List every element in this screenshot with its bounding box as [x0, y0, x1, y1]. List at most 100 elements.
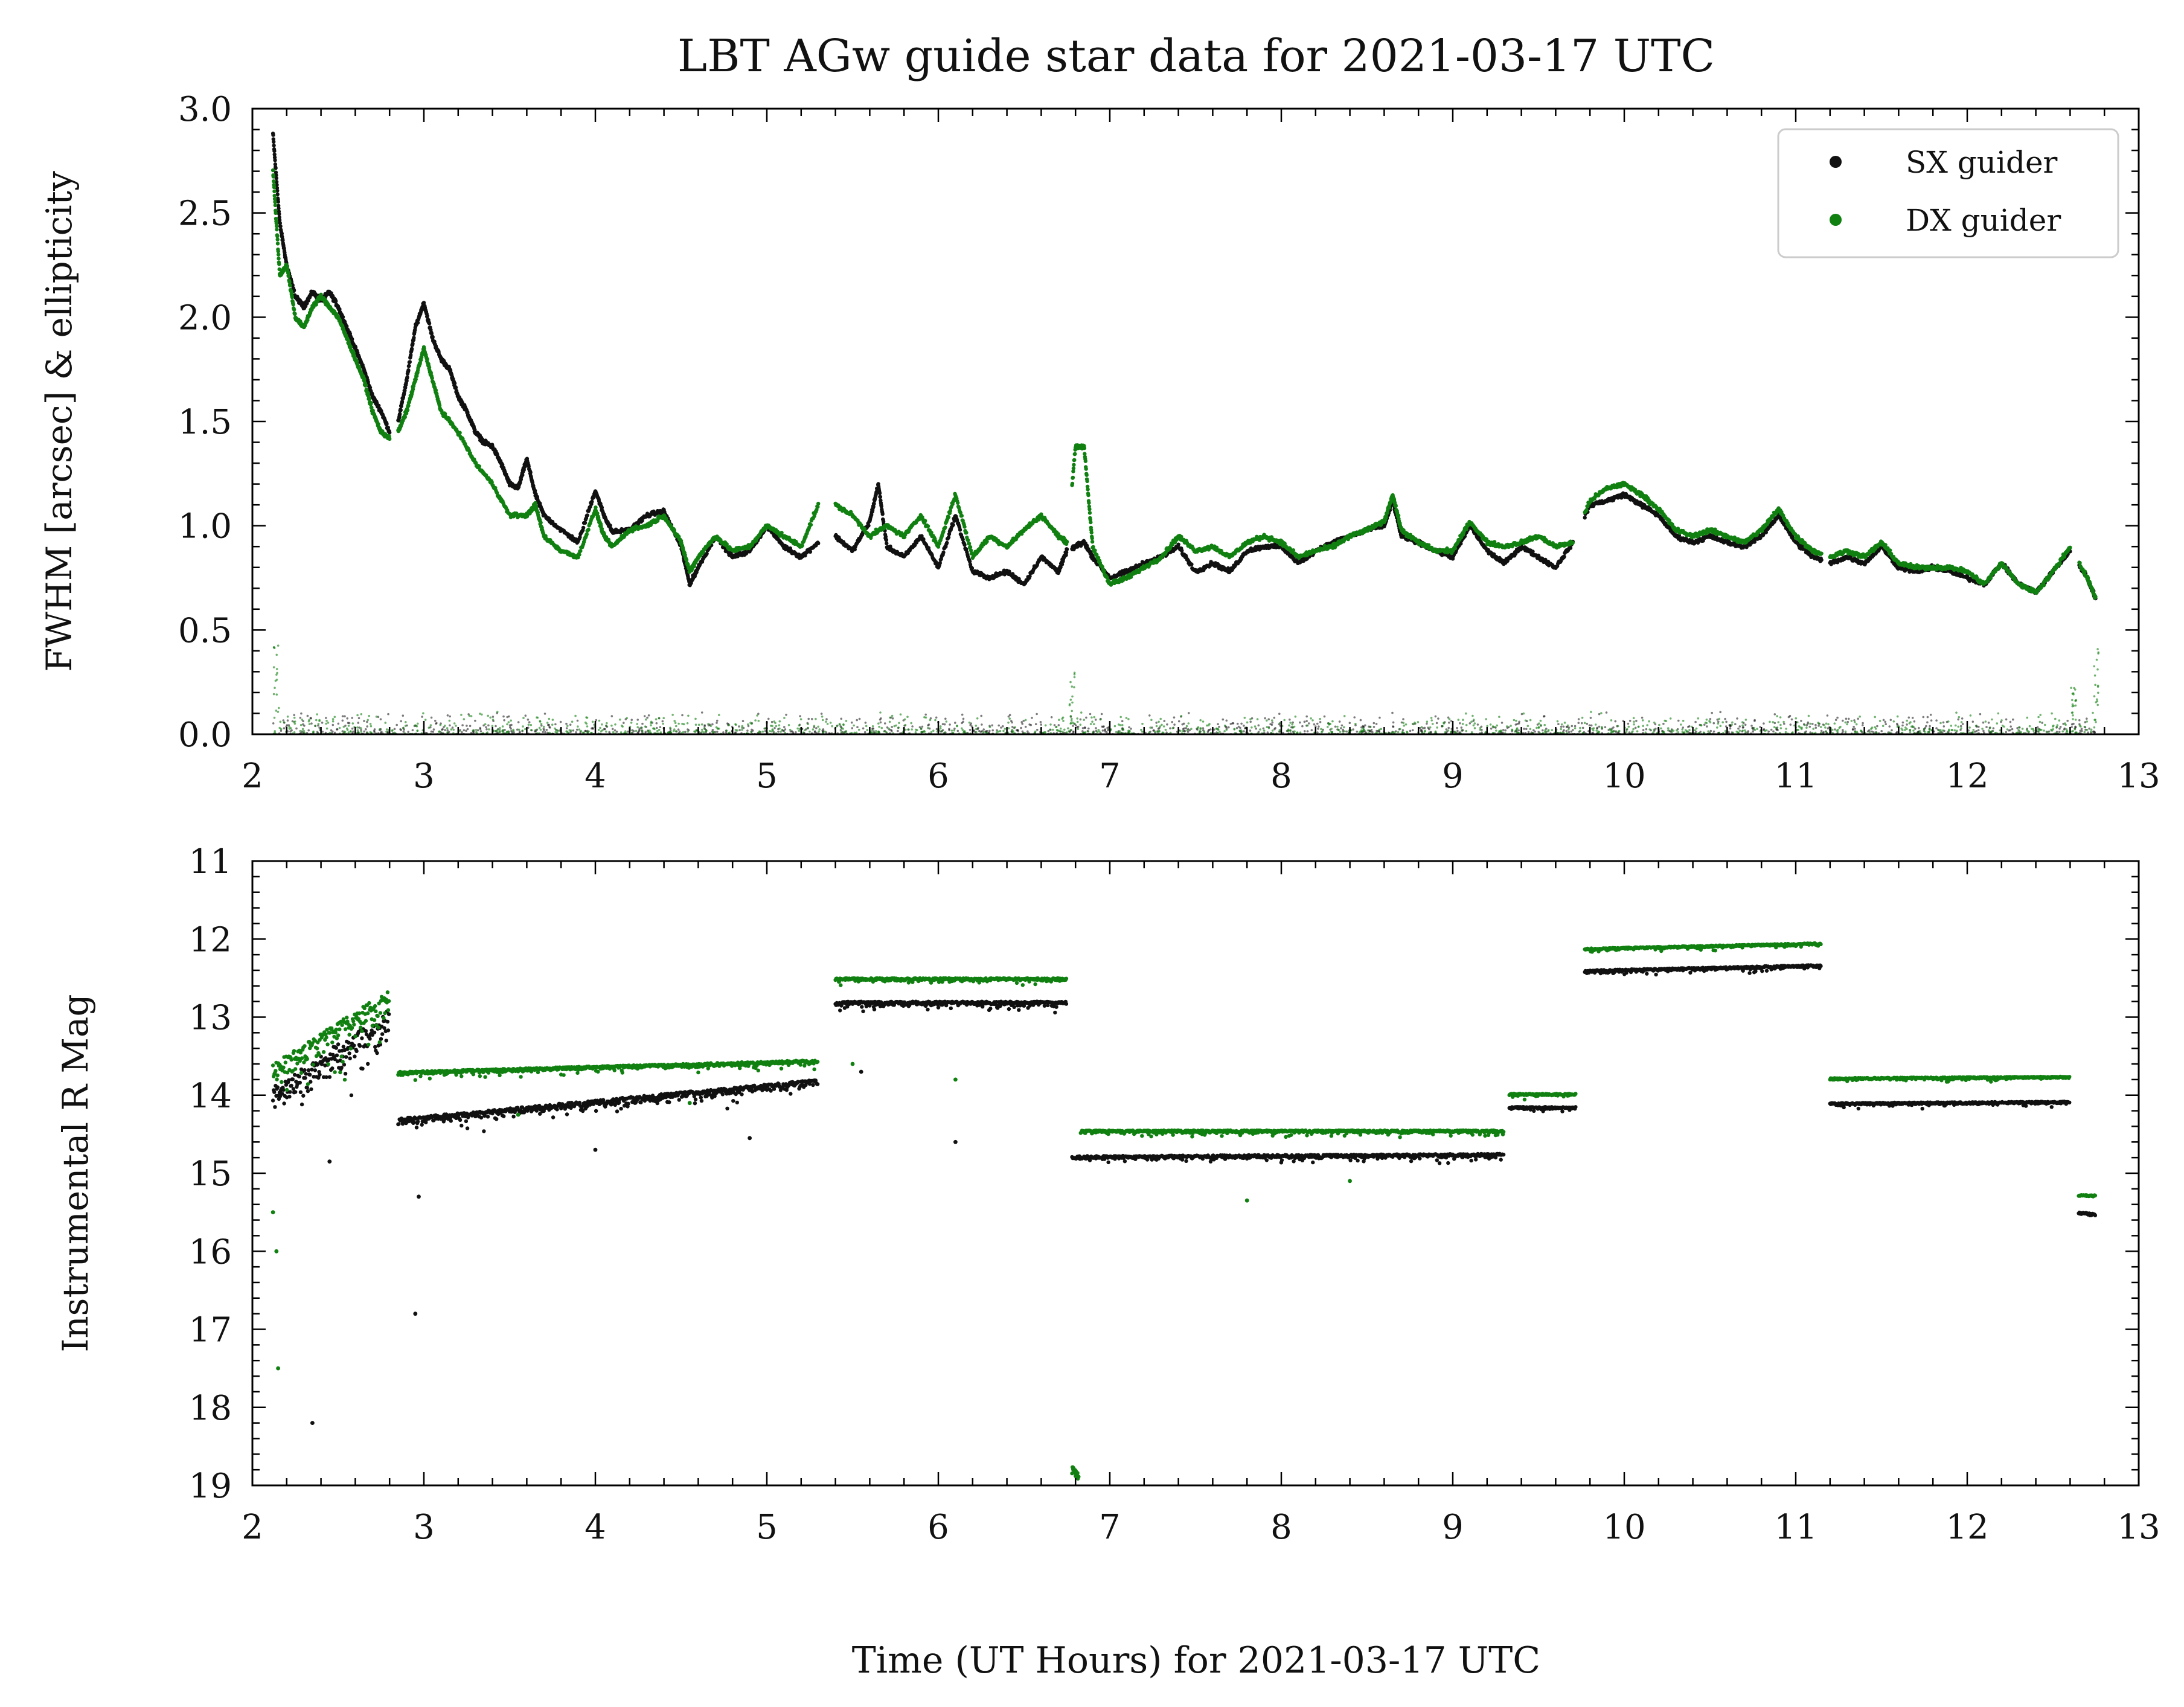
fwhm-point	[272, 149, 277, 153]
fwhm-point	[273, 203, 278, 208]
fwhm-point	[577, 552, 581, 557]
fwhm-point	[411, 342, 415, 346]
fwhm-point	[385, 421, 389, 426]
fwhm-point	[278, 221, 282, 225]
fwhm-point	[878, 495, 883, 499]
fwhm-point	[276, 199, 280, 204]
fwhm-point	[412, 336, 416, 340]
fwhm-point	[1065, 547, 1069, 551]
fwhm-point	[1568, 546, 1573, 550]
fwhm-point	[274, 166, 278, 170]
fwhm-point	[275, 182, 279, 187]
fwhm-point	[353, 345, 358, 350]
fwhm-point	[286, 274, 291, 278]
fwhm-point	[274, 211, 278, 215]
fwhm-point	[272, 152, 277, 157]
fwhm-point	[355, 359, 359, 363]
fwhm-point	[408, 360, 412, 364]
fwhm-point	[421, 301, 426, 305]
fwhm-point	[583, 520, 588, 525]
fwhm-point	[277, 252, 281, 257]
fwhm-point	[1190, 562, 1194, 566]
fwhm-point	[350, 337, 354, 341]
fwhm-point	[406, 368, 411, 373]
fwhm-point	[877, 491, 882, 495]
fwhm-point	[405, 408, 410, 412]
fwhm-point	[533, 488, 537, 493]
fwhm-point	[578, 549, 583, 553]
fwhm-point	[1531, 549, 1535, 554]
fwhm-point	[277, 206, 281, 211]
fwhm-point	[705, 551, 709, 556]
fwhm-point	[946, 535, 951, 540]
fwhm-point	[1562, 554, 1566, 559]
fwhm-point	[884, 538, 889, 542]
fwhm-point	[275, 237, 280, 242]
fwhm-point	[872, 502, 876, 506]
fwhm-point	[348, 345, 353, 349]
fwhm-point	[951, 522, 955, 527]
fwhm-point	[1819, 558, 1824, 562]
fwhm-point	[273, 158, 277, 162]
fwhm-point	[399, 408, 403, 412]
fwhm-point	[958, 528, 962, 532]
fwhm-point	[274, 176, 278, 181]
fwhm-point	[520, 473, 525, 477]
fwhm-point	[581, 525, 586, 530]
fwhm-point	[362, 377, 367, 382]
fwhm-point	[1028, 574, 1032, 578]
fwhm-point	[592, 495, 596, 500]
fwhm-point	[585, 513, 589, 517]
fwhm-point	[290, 295, 294, 299]
fwhm-point	[271, 175, 275, 179]
fwhm-point	[272, 189, 277, 194]
fwhm-point	[880, 512, 885, 516]
fwhm-point	[452, 381, 457, 386]
fwhm-point	[275, 242, 280, 246]
fwhm-point	[293, 312, 297, 316]
fwhm-point	[274, 224, 279, 228]
fwhm-point	[528, 470, 533, 475]
fwhm-point	[405, 375, 409, 379]
fwhm-point	[388, 431, 392, 435]
fwhm-point	[938, 561, 943, 565]
fwhm-point	[280, 231, 284, 236]
fwhm-point	[291, 303, 295, 307]
figure-title: LBT AGw guide star data for 2021-03-17 U…	[677, 30, 1715, 82]
fwhm-point	[272, 139, 276, 144]
fwhm-point	[281, 238, 285, 243]
fwhm-point	[427, 321, 432, 325]
fwhm-point	[388, 437, 392, 441]
fwhm-point	[271, 133, 275, 137]
fwhm-point	[273, 162, 278, 167]
fwhm-point	[403, 415, 407, 419]
fwhm-point	[272, 185, 277, 190]
fwhm-point	[1583, 516, 1587, 520]
fwhm-point	[415, 321, 420, 325]
fwhm-point	[277, 212, 281, 216]
fwhm-point	[425, 357, 429, 361]
fwhm-point	[945, 540, 949, 545]
fwhm-point	[271, 168, 275, 173]
fwhm-point	[277, 256, 281, 261]
fwhm-point	[274, 179, 279, 184]
fwhm-point	[272, 143, 276, 148]
fwhm-point	[277, 218, 282, 222]
fwhm-plot-area	[271, 131, 2100, 734]
fwhm-point	[278, 224, 283, 228]
fwhm-point	[363, 383, 368, 387]
fwhm-point	[458, 431, 462, 435]
fwhm-point	[409, 347, 414, 351]
fwhm-point	[400, 400, 405, 404]
fwhm-panel: 2 3 4 5 6 7 8 9 10 11 12 130.00.51.01.52.02.53.0 FW…	[39, 90, 2160, 796]
fwhm-point	[941, 550, 946, 555]
fwhm-point	[808, 549, 813, 554]
fwhm-point	[275, 192, 280, 197]
fwhm-point	[288, 283, 292, 288]
fwhm-point	[407, 363, 411, 368]
fwhm-point	[341, 315, 345, 319]
fwhm-point	[272, 179, 276, 184]
fwhm-point	[398, 412, 402, 416]
fwhm-point	[684, 558, 689, 562]
